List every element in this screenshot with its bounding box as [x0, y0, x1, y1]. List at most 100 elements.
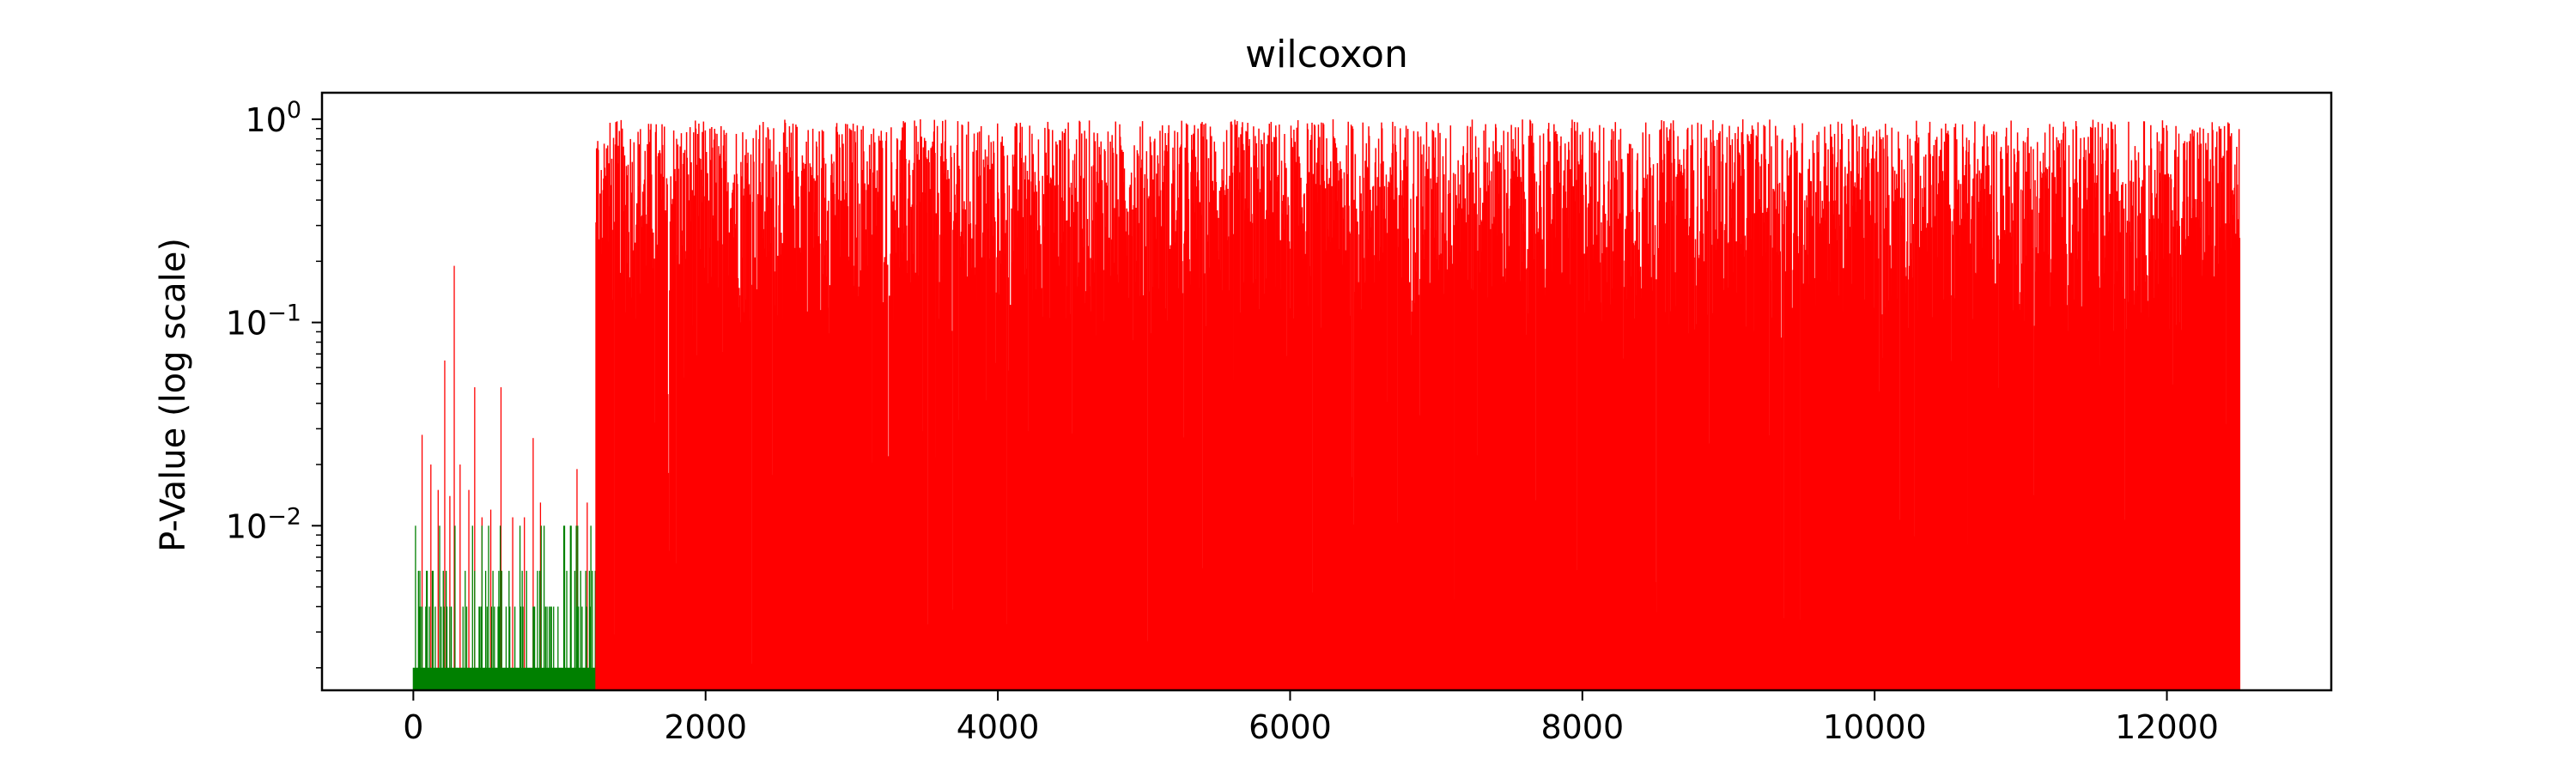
bar	[489, 667, 492, 690]
bar	[553, 606, 555, 690]
bar	[511, 667, 513, 690]
bar	[951, 331, 953, 690]
bar	[504, 667, 506, 690]
bar	[413, 667, 415, 690]
bar	[572, 667, 574, 690]
bar	[414, 667, 416, 690]
bar	[444, 360, 446, 690]
bar	[421, 667, 422, 690]
x-axis-ticks: 0 2000 4000 6000 8000 10000 12000	[403, 690, 2219, 746]
bar	[420, 606, 422, 690]
bar	[490, 606, 493, 690]
bar	[454, 525, 456, 690]
bar	[1354, 154, 1357, 690]
bar	[459, 464, 461, 690]
bar	[1667, 137, 1668, 691]
bar	[412, 667, 415, 690]
bar	[559, 667, 562, 690]
bar	[870, 134, 872, 690]
bar	[417, 570, 419, 690]
bar	[463, 667, 465, 690]
bar	[1779, 251, 1781, 690]
bar	[510, 667, 513, 690]
y-axis-ticks: 10−2 10−1 100	[226, 97, 322, 669]
bar	[461, 667, 464, 690]
bar	[1352, 128, 1354, 691]
bar	[540, 525, 542, 690]
bar	[423, 667, 425, 690]
bar	[674, 180, 677, 691]
bar	[524, 667, 526, 690]
bar	[465, 667, 467, 690]
bar	[2032, 149, 2034, 690]
y-tick-label: 100	[245, 97, 301, 139]
y-tick-label: 10−2	[226, 503, 301, 545]
bar	[501, 570, 502, 690]
bar	[470, 667, 471, 690]
bar	[428, 667, 429, 690]
bar	[520, 667, 522, 690]
bar	[473, 667, 475, 690]
bar	[471, 525, 473, 690]
bar	[422, 667, 424, 690]
bar	[529, 667, 532, 690]
bar	[494, 606, 495, 690]
bar	[488, 525, 489, 690]
bar	[471, 667, 473, 690]
bar	[475, 667, 477, 690]
bar	[1965, 137, 1968, 691]
bar	[1707, 166, 1710, 691]
bar	[449, 495, 451, 690]
bar	[434, 606, 436, 690]
bar	[474, 570, 476, 690]
bar	[518, 667, 519, 690]
y-tick-label: 10−1	[226, 300, 301, 343]
bar	[1912, 223, 1915, 690]
bar	[1201, 122, 1203, 691]
bar	[499, 525, 501, 690]
x-tick-label: 12000	[2115, 708, 2219, 746]
bar	[458, 667, 459, 690]
bar	[580, 570, 581, 690]
bar	[440, 667, 443, 690]
bar	[561, 667, 562, 690]
bar	[447, 667, 449, 690]
bar	[934, 153, 936, 690]
bar	[493, 667, 495, 690]
bar	[577, 525, 579, 690]
bar	[1767, 163, 1770, 690]
bar	[547, 667, 549, 690]
bar	[550, 606, 552, 690]
bar	[437, 667, 439, 690]
bar	[502, 667, 504, 690]
bar	[576, 606, 578, 690]
bar	[869, 168, 872, 691]
bar	[435, 667, 438, 690]
bar	[1654, 225, 1656, 691]
bar	[1782, 224, 1784, 691]
bar	[496, 667, 498, 690]
bar	[450, 667, 452, 690]
bar	[543, 667, 544, 690]
bar	[522, 606, 524, 690]
bar	[441, 667, 444, 690]
bar	[1791, 307, 1793, 690]
bar	[593, 667, 596, 690]
bar	[485, 667, 488, 690]
bar	[499, 606, 501, 690]
bar	[563, 525, 565, 690]
bar	[521, 570, 523, 690]
bar	[575, 525, 577, 690]
bar	[492, 570, 494, 690]
bar	[558, 667, 560, 690]
bar	[489, 509, 492, 690]
bar	[459, 667, 461, 690]
bar	[512, 517, 513, 690]
bar	[1395, 187, 1398, 690]
bar	[536, 667, 538, 690]
bar	[532, 606, 534, 690]
bar	[491, 667, 493, 690]
bar	[509, 606, 511, 690]
bar	[480, 667, 482, 690]
